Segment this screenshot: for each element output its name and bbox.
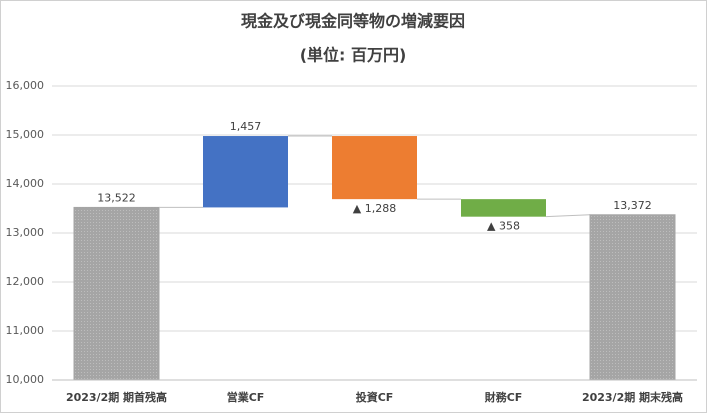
- bar: [461, 199, 546, 217]
- y-tick-label: 15,000: [6, 128, 45, 141]
- total-bar: [73, 206, 160, 381]
- x-tick-label: 財務CF: [484, 390, 523, 404]
- bar: [332, 136, 417, 200]
- connector: [545, 214, 591, 218]
- chart-title: 現金及び現金同等物の増減要因: [241, 12, 465, 31]
- data-label: ▲ 358: [487, 220, 520, 233]
- x-tick-label: 投資CF: [356, 390, 394, 404]
- data-label: ▲ 1,288: [353, 202, 396, 215]
- y-tick-label: 12,000: [6, 275, 45, 288]
- x-tick-label: 2023/2期 期首残高: [66, 390, 167, 404]
- x-tick-label: 営業CF: [227, 390, 265, 404]
- x-tick-label: 2023/2期 期末残高: [582, 390, 683, 404]
- bar: [203, 136, 288, 208]
- data-label: 13,372: [613, 199, 652, 212]
- chart-subtitle: (単位: 百万円): [300, 46, 407, 65]
- data-label: 13,522: [97, 191, 136, 204]
- y-tick-label: 11,000: [6, 324, 45, 337]
- data-label: 1,457: [230, 120, 262, 133]
- y-tick-label: 10,000: [6, 373, 45, 386]
- y-tick-label: 14,000: [6, 177, 45, 190]
- y-tick-label: 13,000: [6, 226, 45, 239]
- total-bar: [589, 214, 676, 381]
- y-tick-label: 16,000: [6, 79, 45, 92]
